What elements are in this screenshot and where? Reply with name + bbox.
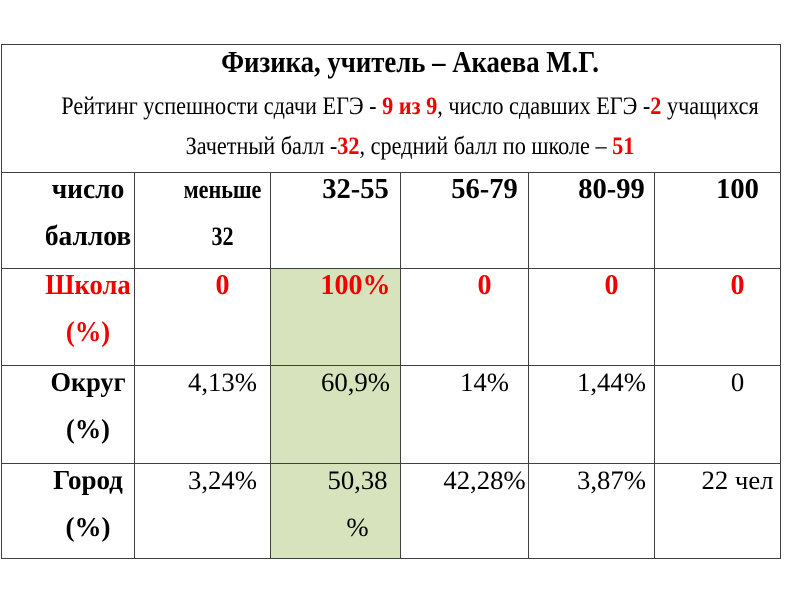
gorod-80-99: 3,87% <box>528 462 655 559</box>
school-less32: 0 <box>134 267 271 366</box>
gorod-less32: 3,24% <box>134 462 271 559</box>
rating-value-2: 2 <box>650 92 662 120</box>
row-label-okrug: Округ (%) <box>1 364 135 464</box>
okrug-56-79: 14% <box>400 364 529 464</box>
okrug-32-55: 60,9% <box>270 364 401 464</box>
col-header-100: 100 <box>653 171 782 269</box>
rating-value-9of9: 9 из 9 <box>382 92 438 120</box>
rating-text: Рейтинг успешности сдачи ЕГЭ - <box>61 92 383 120</box>
slide-title: Физика, учитель – Акаева М.Г. <box>221 44 600 79</box>
score-value-32: 32 <box>337 132 360 160</box>
row-label-school: Школа (%) <box>1 267 135 366</box>
score-line: Зачетный балл -32, средний балл по школе… <box>59 134 761 159</box>
gorod-32-55: 50,38 % <box>270 462 401 559</box>
col-header-less32: меньше 32 <box>134 171 271 269</box>
okrug-100: 0 <box>653 364 782 464</box>
rating-text3: учащихся <box>661 92 759 120</box>
school-32-55: 100% <box>270 267 401 366</box>
okrug-80-99: 1,44% <box>528 364 655 464</box>
gorod-100: 22 чел <box>653 462 782 559</box>
score-text2: , средний балл по школе – <box>359 132 613 160</box>
col-header-32-55: 32-55 <box>270 171 401 269</box>
table-header-cell: Физика, учитель – Акаева М.Г. Рейтинг ус… <box>0 43 782 173</box>
school-100: 0 <box>653 267 782 366</box>
rating-line: Рейтинг успешности сдачи ЕГЭ - 9 из 9, ч… <box>59 94 761 119</box>
col-header-56-79: 56-79 <box>400 171 529 269</box>
school-80-99: 0 <box>528 267 655 366</box>
school-56-79: 0 <box>400 267 529 366</box>
row-label-gorod: Город (%) <box>1 462 135 559</box>
col-header-80-99: 80-99 <box>528 171 655 269</box>
okrug-less32: 4,13% <box>134 364 271 464</box>
col-header-label: число баллов <box>1 171 135 269</box>
score-text: Зачетный балл - <box>185 132 338 160</box>
gorod-56-79: 42,28% <box>400 462 529 559</box>
results-table: Физика, учитель – Акаева М.Г. Рейтинг ус… <box>0 43 782 559</box>
score-value-51: 51 <box>612 132 635 160</box>
rating-text2: , число сдавших ЕГЭ - <box>437 92 651 120</box>
